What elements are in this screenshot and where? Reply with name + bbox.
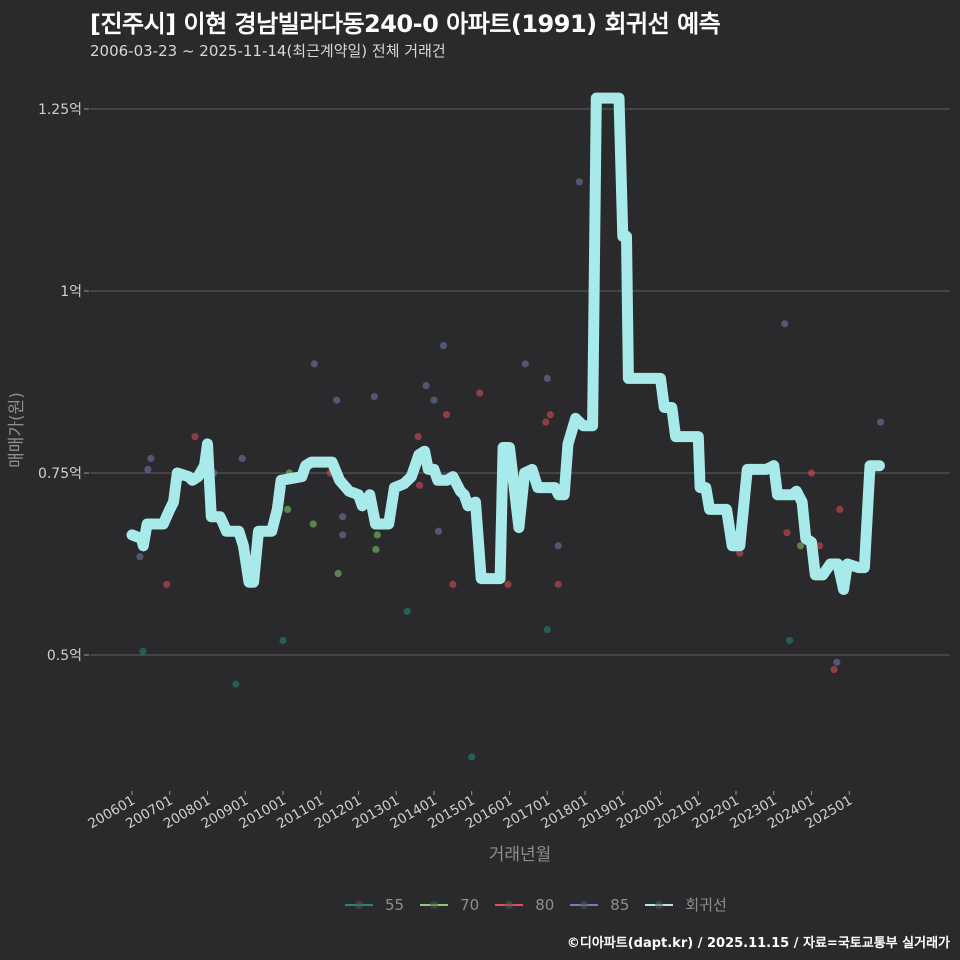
legend-line-point-icon [345,898,373,912]
legend-item-4: 85 [570,896,629,914]
data-point-80 [414,433,422,441]
data-point-70 [334,569,342,578]
y-tick-label: 1.25억 [38,102,82,118]
data-point-85 [370,392,378,401]
data-point-80 [163,580,171,588]
data-point-55 [468,753,476,761]
data-point-80 [504,580,512,588]
legend-line-point-icon [495,898,524,912]
data-point-85 [144,465,152,473]
data-point-85 [521,360,529,368]
y-axis-title: 매매가(원) [7,392,27,468]
legend-item-1: 55 [345,896,404,914]
data-point-80 [416,481,424,489]
data-point-85 [434,527,443,535]
y-tick-label: 0.5억 [47,648,82,664]
data-point-85 [339,513,347,521]
data-point-55 [786,636,794,645]
source-caption: ©디아파트(dapt.kr) / 2025.11.15 / 자료=국토교통부 실… [566,936,950,951]
data-point-80 [807,469,816,477]
data-point-55 [232,680,240,688]
data-point-80 [546,411,554,419]
data-point-80 [191,433,199,441]
legend-line-point-icon [420,898,449,912]
x-axis-title: 거래년월 [489,845,552,865]
legend-line-point-icon [570,898,599,912]
data-point-80 [442,411,451,419]
legend-label: 70 [460,895,480,914]
legend-item-5: 회귀선 [645,894,727,915]
data-point-80 [476,389,484,397]
data-point-80 [783,529,791,537]
data-point-80 [830,665,838,674]
data-point-80 [449,580,457,588]
legend: 55 70 80 85 회귀선 [345,894,743,915]
regression-line-path [126,92,885,595]
y-tick-label: 0.75억 [38,466,82,482]
data-point-70 [796,542,805,550]
legend-line-point-icon [645,898,674,912]
data-point-85 [333,396,341,404]
data-point-55 [543,625,551,634]
legend-label: 회귀선 [685,896,727,914]
regression-line [126,92,885,595]
y-tick-label: 1억 [60,284,82,300]
data-point-85 [781,320,789,328]
data-point-85 [136,553,144,561]
chart-subtitle: 2006-03-23 ~ 2025-11-14(최근계약일) 전체 거래건 [90,42,446,60]
data-point-85 [310,360,318,368]
legend-item-3: 80 [495,896,554,914]
data-point-85 [833,658,841,666]
data-point-85 [876,418,885,426]
data-point-70 [373,531,381,539]
data-point-85 [339,531,347,539]
data-point-85 [430,396,438,404]
y-axis: 0.5억 0.75억 1억 1.25억 [38,102,89,664]
legend-item-2: 70 [420,896,479,914]
data-point-70 [372,545,380,554]
legend-label: 55 [385,895,405,914]
data-point-80 [542,418,550,426]
data-point-85 [439,342,448,350]
data-point-80 [836,505,844,513]
data-point-55 [403,607,411,615]
data-point-85 [543,374,551,382]
data-point-55 [279,636,287,645]
data-point-80 [554,580,562,588]
chart-title: [진주시] 이현 경남빌라다동240-0 아파트(1991) 회귀선 예측 [90,10,721,38]
data-point-55 [139,647,147,655]
data-point-70 [283,505,292,513]
data-point-70 [309,520,317,528]
data-point-85 [575,178,583,186]
data-point-85 [147,454,155,463]
legend-label: 80 [535,895,555,914]
data-point-85 [422,382,430,390]
data-point-85 [554,542,562,550]
data-point-85 [238,454,246,463]
legend-label: 85 [610,895,630,914]
x-axis: 2006012007012008012009012010012011012012… [85,791,855,832]
